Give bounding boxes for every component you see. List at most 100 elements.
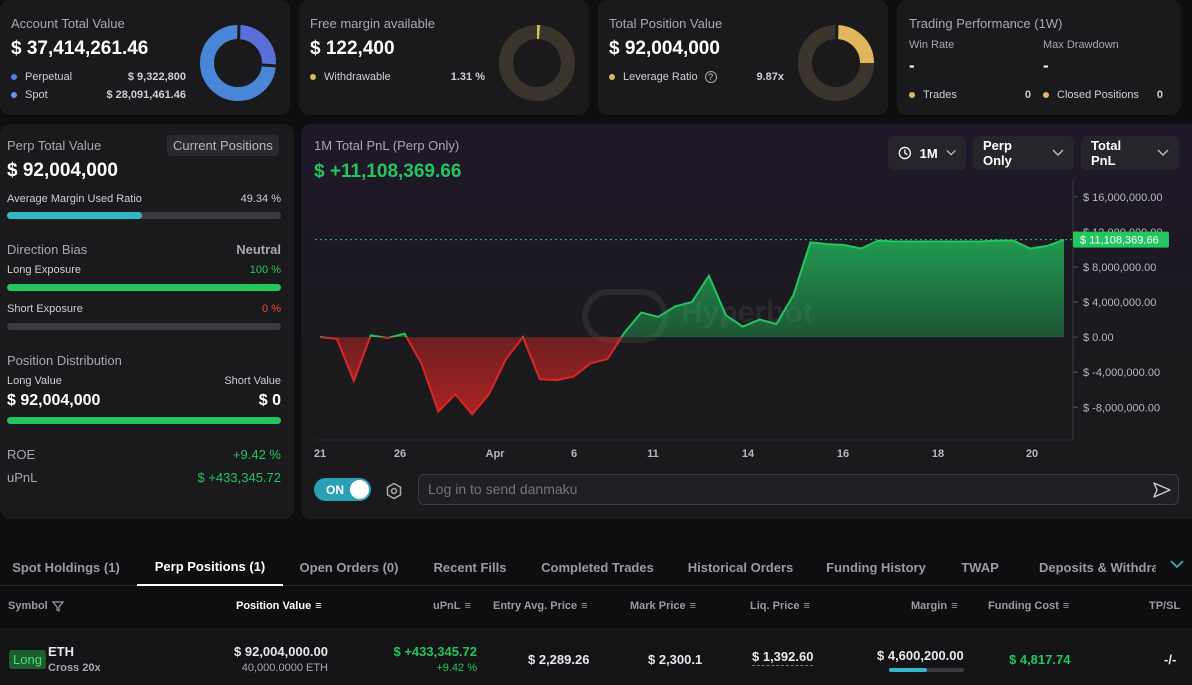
- header-liq[interactable]: Liq. Price ≡: [750, 600, 810, 612]
- period-select[interactable]: 1M: [888, 136, 966, 170]
- header-funding-label: Funding Cost: [988, 600, 1059, 612]
- y-tick-label: $ -4,000,000.00: [1083, 367, 1160, 379]
- perp-panel: Perp Total Value Current Positions $ 92,…: [0, 124, 294, 519]
- table-row[interactable]: [0, 628, 1192, 685]
- closed-dot-icon: [1043, 92, 1049, 99]
- x-tick-label: Apr: [486, 448, 506, 460]
- help-icon[interactable]: ?: [704, 71, 717, 83]
- header-entry[interactable]: Entry Avg. Price ≡: [493, 600, 588, 612]
- danmaku-toggle[interactable]: ON: [314, 478, 371, 501]
- chevron-down-icon[interactable]: [1170, 560, 1184, 569]
- closed-label: Closed Positions: [1057, 89, 1139, 101]
- distribution-bar: [7, 417, 281, 424]
- max-drawdown-value: -: [1043, 56, 1049, 75]
- current-positions-button[interactable]: Current Positions: [167, 135, 279, 156]
- win-rate-value: -: [909, 56, 915, 75]
- send-icon[interactable]: [1152, 480, 1172, 500]
- tab-historical-orders[interactable]: Historical Orders: [687, 559, 794, 575]
- chevron-down-icon: [1052, 149, 1064, 157]
- header-tpsl: TP/SL: [1149, 600, 1180, 612]
- trades-dot-icon: [909, 92, 915, 99]
- spot-value: $ 28,091,461.46: [106, 89, 186, 101]
- row-upnl: $ +433,345.72: [393, 644, 478, 659]
- roe-label: ROE: [7, 447, 36, 462]
- perpetual-dot-icon: [11, 74, 17, 81]
- tab-open-orders[interactable]: Open Orders (0): [299, 559, 399, 575]
- row-entry: $ 2,289.26: [528, 652, 590, 667]
- perpetual-label: Perpetual: [25, 71, 73, 83]
- long-exposure-value: 100 %: [249, 264, 281, 276]
- header-position-value[interactable]: Position Value ≡: [236, 600, 322, 612]
- row-margin-bar: [889, 668, 964, 672]
- row-margin: $ 4,600,200.00: [877, 648, 964, 663]
- short-exposure-bar: [7, 323, 281, 330]
- sort-icon: ≡: [1062, 600, 1070, 612]
- side-badge: Long: [9, 650, 46, 669]
- row-upnl-pct: +9.42 %: [436, 662, 477, 674]
- trades-row: Trades 0: [909, 89, 1031, 101]
- upnl-label: uPnL: [7, 470, 38, 485]
- trading-performance-card: Trading Performance (1W) Win Rate - Max …: [897, 0, 1181, 115]
- position-value: $ 92,004,000: [609, 38, 720, 59]
- short-exposure-value: 0 %: [262, 303, 281, 315]
- spot-row: Spot $ 28,091,461.46: [11, 89, 186, 101]
- perp-total-title: Perp Total Value: [7, 138, 102, 153]
- sort-icon: ≡: [803, 600, 810, 612]
- long-value-label: Long Value: [7, 375, 62, 387]
- toggle-knob: [350, 480, 369, 499]
- scope-value: Perp Only: [983, 138, 1012, 168]
- settings-icon[interactable]: [385, 482, 403, 500]
- tab-twap[interactable]: TWAP: [961, 559, 999, 575]
- trades-label: Trades: [923, 89, 957, 101]
- leverage-dot-icon: [609, 74, 615, 81]
- long-exposure-label: Long Exposure: [7, 264, 81, 276]
- tab-funding-history[interactable]: Funding History: [826, 559, 926, 575]
- row-position-value: $ 92,004,000.00: [234, 644, 328, 659]
- leverage-value: 9.87x: [756, 71, 784, 83]
- header-mark[interactable]: Mark Price ≡: [630, 600, 696, 612]
- x-tick-label: 16: [837, 448, 849, 460]
- sort-icon: ≡: [315, 600, 322, 612]
- symbol[interactable]: ETH: [48, 644, 74, 659]
- tab-deposits-withdraw[interactable]: Deposits & Withdraw: [1039, 559, 1156, 575]
- header-mark-label: Mark Price: [630, 600, 686, 612]
- header-upnl-label: uPnL: [433, 600, 461, 612]
- row-liq: $ 1,392.60: [752, 649, 814, 666]
- pnl-chart[interactable]: Hyperbot$ 16,000,000.00$ 12,000,000.00$ …: [301, 180, 1192, 465]
- header-margin[interactable]: Margin ≡: [911, 600, 957, 612]
- leverage-row: Leverage Ratio ? 9.87x: [609, 71, 784, 83]
- upnl-value: $ +433,345.72: [197, 470, 282, 485]
- pnl-value: $ +11,108,369.66: [314, 161, 462, 182]
- performance-title: Trading Performance (1W): [909, 16, 1063, 31]
- trades-value: 0: [1024, 89, 1031, 101]
- row-funding: $ 4,817.74: [1009, 652, 1071, 667]
- tabs-bar: [0, 548, 1192, 586]
- chevron-down-icon: [1157, 149, 1169, 157]
- metric-select[interactable]: Total PnL: [1081, 136, 1179, 170]
- x-tick-label: 11: [647, 448, 659, 460]
- free-margin-card: Free margin available $ 122,400 Withdraw…: [299, 0, 589, 115]
- sort-icon: ≡: [951, 600, 958, 612]
- win-rate-label: Win Rate: [909, 39, 955, 51]
- header-symbol[interactable]: Symbol: [8, 600, 64, 612]
- danmaku-input[interactable]: [428, 481, 1128, 497]
- scope-select[interactable]: Perp Only: [973, 136, 1074, 170]
- tab-spot-holdings[interactable]: Spot Holdings (1): [12, 559, 120, 575]
- header-margin-label: Margin: [911, 600, 948, 612]
- tab-completed-trades[interactable]: Completed Trades: [541, 559, 654, 575]
- position-distribution-label: Position Distribution: [7, 353, 122, 368]
- row-tpsl[interactable]: -/-: [1164, 652, 1177, 667]
- last-value-badge: [1073, 231, 1169, 248]
- header-upnl[interactable]: uPnL ≡: [433, 600, 471, 612]
- perp-total-value: $ 92,004,000: [7, 160, 118, 181]
- spot-label: Spot: [25, 89, 48, 101]
- tab-perp-positions[interactable]: Perp Positions (1): [137, 548, 283, 586]
- clock-icon: [898, 146, 912, 160]
- header-tpsl-label: TP/SL: [1149, 600, 1181, 612]
- free-margin-value: $ 122,400: [310, 38, 395, 59]
- header-funding[interactable]: Funding Cost ≡: [988, 600, 1069, 612]
- perpetual-value: $ 9,322,800: [127, 71, 186, 83]
- direction-bias-value: Neutral: [236, 242, 281, 257]
- pnl-line-negative: [319, 337, 623, 416]
- tab-recent-fills[interactable]: Recent Fills: [433, 559, 507, 575]
